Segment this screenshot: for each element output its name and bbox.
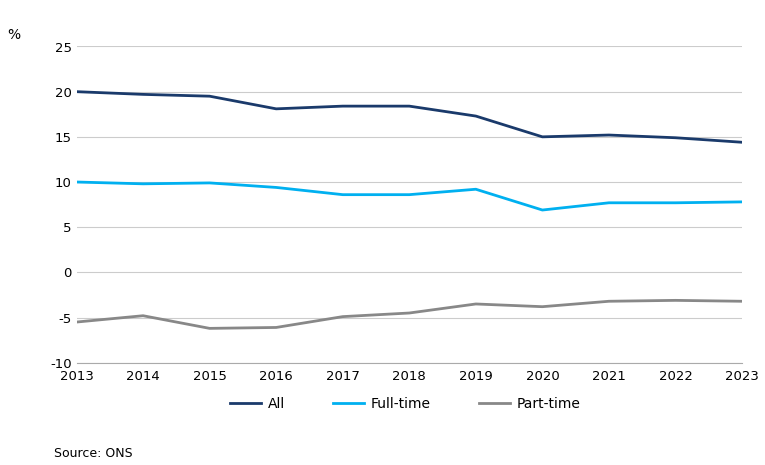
Part-time: [405, 310, 414, 316]
Full-time: [471, 186, 480, 192]
Text: Source: ONS: Source: ONS: [54, 447, 132, 460]
Part-time: [471, 301, 480, 307]
All: [671, 135, 680, 140]
All: [338, 103, 347, 109]
All: [205, 93, 214, 99]
Part-time: [138, 313, 148, 319]
All: [72, 89, 81, 94]
Full-time: [272, 185, 281, 190]
All: [405, 103, 414, 109]
Full-time: [205, 180, 214, 186]
Line: All: All: [76, 92, 742, 142]
Full-time: [72, 179, 81, 185]
Line: Part-time: Part-time: [76, 300, 742, 328]
Full-time: [405, 192, 414, 198]
All: [737, 140, 747, 145]
Full-time: [538, 207, 547, 213]
Legend: All, Full-time, Part-time: All, Full-time, Part-time: [224, 391, 587, 416]
Full-time: [671, 200, 680, 206]
Full-time: [737, 199, 747, 205]
All: [538, 134, 547, 140]
All: [138, 92, 148, 97]
Part-time: [72, 319, 81, 325]
Full-time: [604, 200, 614, 206]
Part-time: [338, 314, 347, 319]
Full-time: [138, 181, 148, 186]
All: [471, 113, 480, 119]
Part-time: [272, 325, 281, 330]
Full-time: [338, 192, 347, 198]
Part-time: [671, 298, 680, 303]
All: [272, 106, 281, 112]
All: [604, 132, 614, 138]
Text: %: %: [8, 28, 21, 42]
Line: Full-time: Full-time: [76, 182, 742, 210]
Part-time: [604, 299, 614, 304]
Part-time: [538, 304, 547, 310]
Part-time: [205, 326, 214, 331]
Part-time: [737, 299, 747, 304]
